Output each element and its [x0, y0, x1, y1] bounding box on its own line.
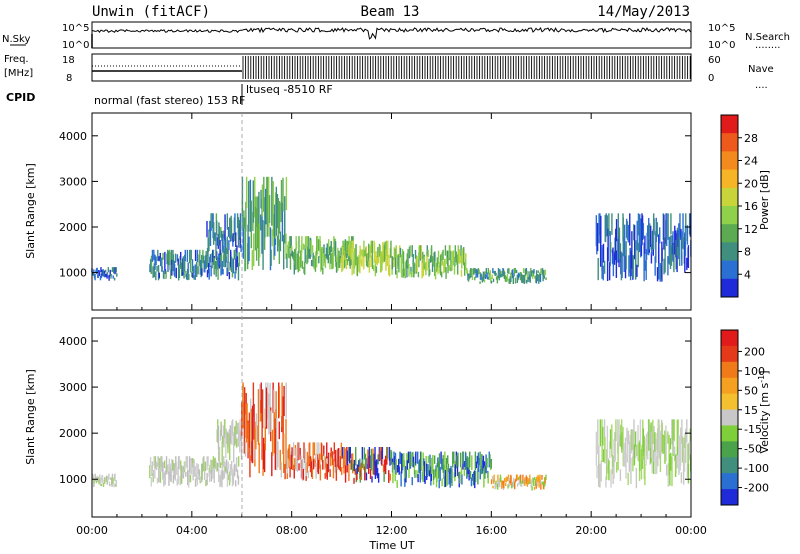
nave-tick-bottom: 0 — [708, 73, 714, 84]
colorbar-cell — [721, 224, 738, 243]
colorbar-tick-label: 200 — [744, 345, 765, 358]
y-tick-label: 4000 — [59, 335, 87, 348]
colorbar-tick-label: -100 — [744, 462, 769, 475]
noise-right-label: N.Search — [745, 32, 790, 43]
cpid-mode-1: normal (fast stereo) 153 RF — [94, 94, 245, 107]
colorbar-cell — [721, 457, 738, 474]
colorbar-cell — [721, 242, 738, 262]
x-tick-label: 16:00 — [475, 524, 507, 537]
colorbar-cell — [721, 169, 738, 189]
noise-right-tick-bottom: 10^0 — [708, 40, 735, 51]
nave-legend: .... — [755, 80, 768, 91]
colorbar-cell — [721, 425, 738, 442]
y-tick-label: 1000 — [59, 473, 87, 486]
y-tick-label: 1000 — [59, 267, 87, 280]
noise-panel-frame — [91, 21, 692, 49]
noise-right-tick-top: 10^5 — [708, 23, 735, 34]
colorbar-cell — [721, 361, 738, 379]
noise-right-legend: ........ — [755, 40, 780, 51]
velocity-y-axis: 1000 2000 3000 4000 — [59, 335, 691, 486]
power-panel-frame — [91, 112, 692, 311]
freq-tick-top: 18 — [62, 55, 75, 66]
nave-label: Nave — [748, 64, 774, 75]
colorbar-tick-label: 8 — [744, 246, 751, 259]
x-tick-label: 04:00 — [176, 524, 208, 537]
colorbar-cell — [721, 278, 738, 298]
colorbar-cell — [721, 330, 738, 347]
velocity-panel-frame — [91, 317, 692, 518]
colorbar-cell — [721, 377, 738, 395]
cpid-label: CPID — [6, 91, 35, 104]
colorbar-cell — [721, 409, 738, 426]
x-tick-label: 00:00 — [675, 524, 707, 537]
noise-line — [91, 26, 691, 40]
noise-left-label: N.Sky — [2, 34, 30, 45]
freq-tick-bottom: 8 — [66, 73, 72, 84]
colorbar-tick-label: -50 — [744, 443, 762, 456]
y-tick-label: 3000 — [59, 175, 87, 188]
noise-left-tick-bottom: 10^0 — [62, 40, 89, 51]
radar-title: Unwin (fitACF) — [92, 4, 210, 20]
power-y-axis: 1000 2000 3000 4000 — [59, 130, 691, 280]
power-y-label: Slant Range [km] — [24, 163, 37, 259]
x-tick-label: 20:00 — [575, 524, 607, 537]
colorbar-tick-label: 50 — [744, 384, 758, 397]
colorbar-cell — [721, 115, 738, 134]
cpid-mode-2: ltuseq -8510 RF — [246, 83, 333, 96]
colorbar-tick-label: 12 — [744, 223, 758, 236]
x-tick-label: 12:00 — [376, 524, 408, 537]
colorbar-tick-label: 28 — [744, 132, 758, 145]
noise-left-tick-top: 10^5 — [62, 23, 89, 34]
beam-title: Beam 13 — [360, 4, 419, 20]
colorbar-cell — [721, 133, 738, 152]
colorbar-tick-label: 20 — [744, 177, 758, 190]
y-tick-label: 2000 — [59, 221, 87, 234]
colorbar-cell — [721, 441, 738, 458]
colorbar-cell — [721, 187, 738, 207]
freq-label-2: [MHz] — [4, 68, 33, 79]
nave-tick-top: 60 — [708, 55, 721, 66]
colorbar-cell — [721, 206, 738, 225]
colorbar-tick-label: 4 — [744, 268, 751, 281]
colorbar-frame — [720, 329, 739, 506]
colorbar-cell — [721, 151, 738, 171]
y-tick-label: 3000 — [59, 381, 87, 394]
power-colorbar-label: Power [dB] — [758, 170, 771, 230]
colorbar-cell — [721, 393, 738, 411]
colorbar-cell — [721, 473, 738, 490]
colorbar-cell — [721, 489, 738, 506]
power-heatmap — [91, 176, 692, 285]
x-tick-label: 00:00 — [76, 524, 108, 537]
freq-panel-frame — [91, 53, 692, 82]
colorbar-tick-label: 15 — [744, 404, 758, 417]
x-tick-label: 08:00 — [276, 524, 308, 537]
freq-trace — [92, 56, 691, 79]
freq-label-1: Freq. — [4, 54, 29, 65]
colorbar-cell — [721, 260, 738, 280]
power-colorbar: 4 8 12 16 20 24 28 — [720, 114, 758, 298]
velocity-y-label: Slant Range [km] — [24, 369, 37, 465]
velocity-colorbar: 200 100 50 15 -15 -50 -100 -200 — [720, 329, 769, 506]
colorbar-tick-label: 100 — [744, 365, 765, 378]
velocity-colorbar-label: Velocity [m s-1] — [757, 370, 771, 453]
colorbar-tick-label: -15 — [744, 423, 762, 436]
y-tick-label: 4000 — [59, 130, 87, 143]
time-x-axis: 00:00 04:00 08:00 12:00 16:00 20:00 00:00 — [76, 113, 707, 537]
colorbar-tick-label: 24 — [744, 155, 758, 168]
colorbar-tick-label: 16 — [744, 200, 758, 213]
colorbar-tick-label: -200 — [744, 482, 769, 495]
velocity-heatmap — [91, 382, 692, 491]
x-axis-label: Time UT — [368, 539, 414, 552]
y-tick-label: 2000 — [59, 427, 87, 440]
date-title: 14/May/2013 — [597, 4, 690, 20]
colorbar-cell — [721, 345, 738, 363]
noise-trace — [91, 26, 691, 48]
